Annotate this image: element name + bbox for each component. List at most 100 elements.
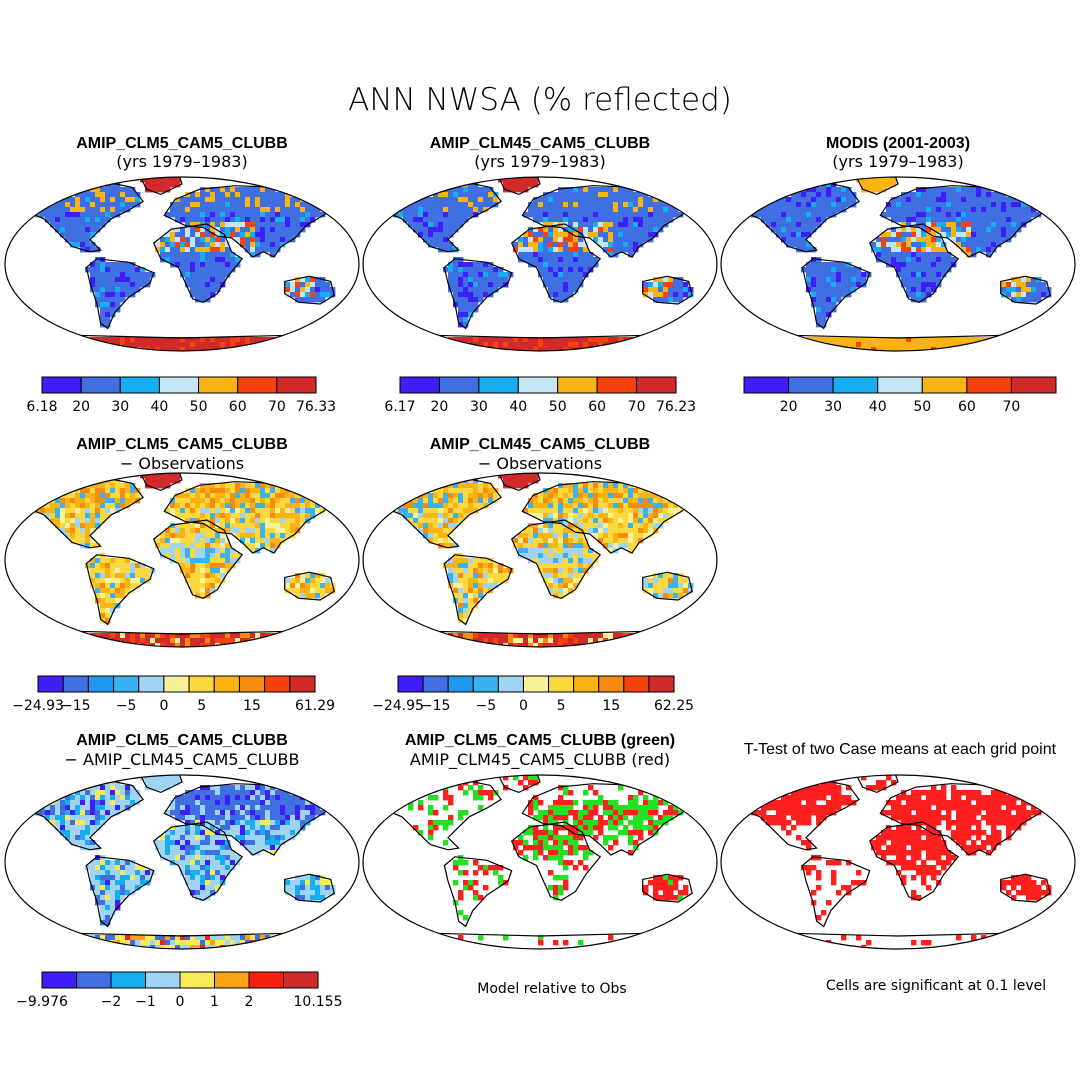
panel-4-map [4, 472, 360, 648]
panel-5-colorbar: −24.95−15 −5 0 5 15 62.25 [372, 675, 694, 714]
panel-3-map [720, 176, 1076, 352]
colorbar-tick-label: 0 [159, 698, 168, 714]
panel-3-colorbar: 20 30 40 50 60 70 [743, 376, 1057, 415]
colorbar-tick-label: −1 [135, 994, 156, 1010]
colorbar-tick-label: 20 [72, 399, 90, 415]
colorbar-swatch [472, 675, 499, 693]
colorbar-swatch [832, 376, 879, 394]
figure-title: ANN NWSA (% reflected) [348, 82, 732, 118]
colorbar-swatch [289, 675, 316, 693]
colorbar-swatch [788, 376, 834, 394]
australia-coastline [1000, 873, 1051, 903]
colorbar-swatch [596, 376, 638, 394]
colorbar-swatch [188, 675, 215, 693]
colorbar-tick-label: −15 [61, 698, 91, 714]
greenland-coastline [138, 775, 183, 794]
eurasia-coastline [521, 481, 697, 554]
map-frame [720, 176, 1076, 352]
colorbar-swatch [636, 376, 677, 394]
panel-7-subtitle: AMIP_CLM45_CAM5_CLUBB (red) [410, 750, 670, 770]
colorbar-swatch [264, 675, 291, 693]
panel-4-colorbar: −24.93−15 −5 0 5 15 61.29 [12, 675, 335, 714]
colorbar-swatch [648, 675, 675, 693]
eurasia-coastline [521, 783, 697, 856]
colorbar-tick-label: 40 [869, 399, 887, 415]
south-america-coastline [85, 856, 155, 928]
colorbar-tick-label: 70 [1003, 399, 1021, 415]
panel-7: AMIP_CLM5_CAM5_CLUBB (green) AMIP_CLM45_… [362, 732, 718, 997]
australia-coastline [284, 873, 335, 903]
south-america-coastline [801, 258, 871, 330]
colorbar-swatch [37, 675, 64, 693]
greenland-coastline [854, 775, 899, 794]
colorbar-swatch [138, 675, 165, 693]
panel-2-title: AMIP_CLM45_CAM5_CLUBB [430, 135, 650, 152]
colorbar-tick-label: −5 [116, 698, 137, 714]
eurasia-coastline [163, 783, 339, 856]
colorbar-swatch [213, 675, 240, 693]
colorbar-swatch [276, 376, 317, 394]
colorbar-swatch [399, 376, 440, 394]
colorbar-tick-label: 15 [602, 698, 620, 714]
colorbar-swatch [113, 675, 140, 693]
colorbar-swatch [921, 376, 968, 394]
map-frame [720, 774, 1076, 950]
panel-8-note: Cells are significant at 0.1 level [826, 978, 1046, 994]
colorbar-swatch [248, 971, 284, 989]
panel-7-note: Model relative to Obs [477, 981, 626, 997]
australia-coastline [642, 571, 693, 601]
greenland-coastline [138, 177, 183, 196]
colorbar-tick-label: 30 [470, 399, 488, 415]
colorbar-swatch [447, 675, 474, 693]
panel-6-colorbar: −9.976 −2 −1 0 1 2 10.155 [16, 971, 343, 1010]
colorbar-swatch [517, 376, 559, 394]
map-frame [362, 472, 718, 648]
colorbar-tick-label: 76.23 [656, 399, 696, 415]
australia-coastline [284, 275, 335, 305]
colorbar-swatch [522, 675, 550, 693]
colorbar-swatch [158, 376, 200, 394]
colorbar-swatch [422, 675, 449, 693]
colorbar-tick-label: 50 [190, 399, 208, 415]
panel-5: AMIP_CLM45_CAM5_CLUBB − Observations −24… [362, 436, 718, 714]
eurasia-coastline [879, 185, 1055, 258]
australia-coastline [642, 873, 693, 903]
panel-3: MODIS (2001-2003) (yrs 1979–1983) 20 30 40… [720, 135, 1076, 415]
panel-3-title: MODIS (2001-2003) [826, 135, 970, 152]
greenland-coastline [496, 473, 541, 492]
panel-2: AMIP_CLM45_CAM5_CLUBB (yrs 1979–1983) 6.… [362, 135, 718, 415]
colorbar-swatch [41, 376, 82, 394]
panel-1-title: AMIP_CLM5_CAM5_CLUBB [76, 135, 288, 152]
panel-6-map [4, 774, 360, 950]
colorbar-tick-label: 60 [588, 399, 606, 415]
eurasia-coastline [163, 185, 339, 258]
greenland-coastline [496, 775, 541, 794]
australia-coastline [284, 571, 335, 601]
colorbar-swatch [438, 376, 480, 394]
colorbar-swatch [110, 971, 146, 989]
south-america-coastline [85, 554, 155, 626]
colorbar-tick-label: 76.33 [296, 399, 336, 415]
colorbar-tick-label: 61.29 [295, 698, 335, 714]
panel-5-title: AMIP_CLM45_CAM5_CLUBB [430, 436, 650, 453]
colorbar-swatch [478, 376, 519, 394]
colorbar-tick-label: 30 [824, 399, 842, 415]
colorbar-swatch [283, 971, 319, 989]
colorbar-tick-label: 60 [229, 399, 247, 415]
panel-1-colorbar: 6.18 20 30 40 50 60 70 76.33 [26, 376, 336, 415]
colorbar-tick-label: −24.93 [12, 698, 64, 714]
colorbar-swatch [214, 971, 250, 989]
greenland-coastline [854, 177, 899, 196]
panel-5-subtitle: − Observations [478, 454, 602, 473]
map-frame [362, 176, 718, 352]
colorbar-swatch [41, 971, 77, 989]
panel-2-map [362, 176, 718, 352]
greenland-coastline [138, 473, 183, 492]
panel-1-subtitle: (yrs 1979–1983) [116, 152, 247, 171]
panel-7-title: AMIP_CLM5_CAM5_CLUBB (green) [405, 732, 675, 749]
panel-1: AMIP_CLM5_CAM5_CLUBB (yrs 1979–1983) 6.1… [4, 135, 360, 415]
colorbar-tick-label: 15 [243, 698, 261, 714]
colorbar-swatch [877, 376, 923, 394]
colorbar-swatch [179, 971, 215, 989]
